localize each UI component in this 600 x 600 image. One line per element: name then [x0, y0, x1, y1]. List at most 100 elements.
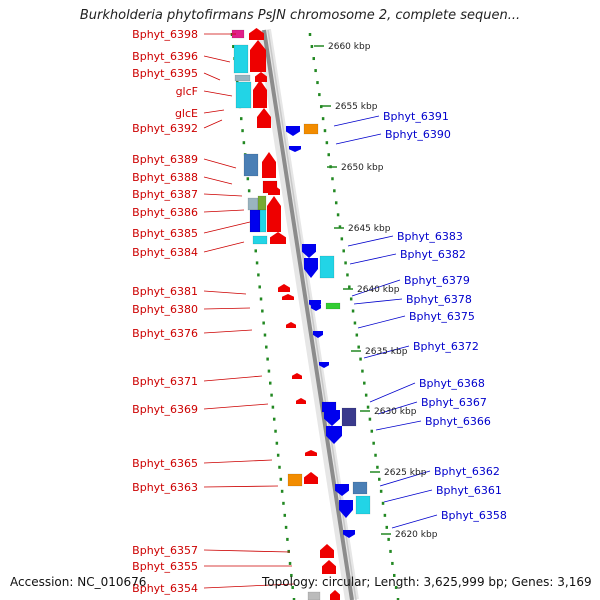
- gene-label-left[interactable]: Bphyt_6365: [132, 457, 198, 470]
- leader-left: [203, 549, 291, 553]
- feature-arrow[interactable]: [262, 152, 276, 178]
- gene-features[interactable]: [231, 28, 371, 600]
- feature-arrow[interactable]: [268, 185, 280, 195]
- feature-6371[interactable]: [292, 373, 302, 379]
- feature-6391b[interactable]: [303, 123, 319, 135]
- feature-6383[interactable]: [302, 244, 316, 258]
- feature-arrow[interactable]: [304, 472, 318, 484]
- gene-label-right[interactable]: Bphyt_6366: [425, 415, 491, 428]
- feature-6385b[interactable]: [259, 209, 267, 233]
- gene-label-right[interactable]: Bphyt_6379: [404, 274, 470, 287]
- feature-6386[interactable]: [247, 197, 259, 211]
- gene-label-right[interactable]: Bphyt_6358: [441, 509, 507, 522]
- feature-6375[interactable]: [313, 331, 323, 338]
- leader-right: [349, 253, 397, 265]
- feature-6378b[interactable]: [325, 302, 341, 310]
- feature-6386b[interactable]: [257, 195, 267, 211]
- gene-label-left[interactable]: Bphyt_6389: [132, 153, 198, 166]
- feature-6384[interactable]: [252, 235, 268, 245]
- leader-left: [203, 290, 247, 295]
- gene-label-right[interactable]: Bphyt_6383: [397, 230, 463, 243]
- feature-arrow[interactable]: [330, 590, 340, 600]
- gene-label-right[interactable]: Bphyt_6382: [400, 248, 466, 261]
- leader-right: [391, 514, 438, 529]
- leader-right: [363, 345, 410, 359]
- feature-arrow[interactable]: [250, 40, 266, 72]
- feature-6376[interactable]: [286, 322, 296, 328]
- gene-label-left[interactable]: Bphyt_6396: [132, 50, 198, 63]
- feature-6361b[interactable]: [355, 495, 371, 515]
- leader-right: [353, 298, 403, 305]
- gene-label-left[interactable]: Bphyt_6357: [132, 544, 198, 557]
- gene-label-left[interactable]: Bphyt_6384: [132, 246, 198, 259]
- gene-label-right[interactable]: Bphyt_6362: [434, 465, 500, 478]
- feature-6367[interactable]: [341, 407, 357, 427]
- leader-left: [203, 109, 225, 114]
- feature-6372[interactable]: [319, 362, 329, 368]
- feature-glcF[interactable]: [235, 81, 252, 109]
- feature-6355[interactable]: [322, 560, 336, 574]
- gene-label-right[interactable]: Bphyt_6375: [409, 310, 475, 323]
- gene-label-left[interactable]: Bphyt_6395: [132, 67, 198, 80]
- gene-labels[interactable]: Bphyt_6398 Bphyt_6396 Bphyt_6395 glcF glcE Bp…: [132, 28, 507, 595]
- feature-6369[interactable]: [296, 398, 306, 404]
- gene-label-left[interactable]: Bphyt_6355: [132, 560, 198, 573]
- feature-6366[interactable]: [326, 426, 342, 444]
- gene-label-left[interactable]: Bphyt_6398: [132, 28, 198, 41]
- feature-arrow[interactable]: [267, 196, 281, 232]
- gene-label-right[interactable]: Bphyt_6361: [436, 484, 502, 497]
- leader-right: [379, 470, 431, 487]
- feature-6389[interactable]: [243, 153, 259, 177]
- gene-label-left[interactable]: Bphyt_6371: [132, 375, 198, 388]
- gene-label-left[interactable]: Bphyt_6369: [132, 403, 198, 416]
- gene-label-left[interactable]: Bphyt_6392: [132, 122, 198, 135]
- gene-label-left[interactable]: Bphyt_6388: [132, 171, 198, 184]
- feature-6354[interactable]: [307, 591, 321, 600]
- feature-arrow[interactable]: [249, 28, 264, 40]
- leader-left: [203, 72, 221, 81]
- feature-6395[interactable]: [234, 74, 251, 82]
- feature-6358[interactable]: [343, 530, 355, 538]
- gene-label-left[interactable]: Bphyt_6354: [132, 582, 198, 595]
- feature-6365[interactable]: [305, 450, 317, 456]
- feature-6390[interactable]: [289, 146, 301, 152]
- leader-left: [203, 241, 245, 253]
- gene-label-right[interactable]: Bphyt_6367: [421, 396, 487, 409]
- gene-label-left[interactable]: Bphyt_6386: [132, 206, 198, 219]
- gene-label-left[interactable]: Bphyt_6385: [132, 227, 198, 240]
- gene-label-right[interactable]: Bphyt_6368: [419, 377, 485, 390]
- feature-6381[interactable]: [278, 284, 290, 292]
- gene-label-right[interactable]: Bphyt_6378: [406, 293, 472, 306]
- gene-label-left[interactable]: Bphyt_6376: [132, 327, 198, 340]
- gene-label-right[interactable]: Bphyt_6390: [385, 128, 451, 141]
- leader-right: [335, 133, 382, 145]
- feature-6363[interactable]: [287, 473, 303, 487]
- feature-6378[interactable]: [311, 305, 321, 311]
- feature-6361[interactable]: [339, 500, 353, 518]
- feature-6396[interactable]: [233, 44, 249, 74]
- gene-label-left[interactable]: Bphyt_6363: [132, 481, 198, 494]
- gene-label-left[interactable]: Bphyt_6387: [132, 188, 198, 201]
- feature-arrow[interactable]: [270, 232, 286, 244]
- feature-arrow[interactable]: [255, 72, 267, 82]
- feature-6362[interactable]: [335, 484, 349, 496]
- gene-label-left[interactable]: glcF: [176, 85, 198, 98]
- feature-6362b[interactable]: [352, 481, 368, 495]
- feature-6382[interactable]: [304, 258, 318, 278]
- feature-6367b[interactable]: [324, 410, 340, 426]
- topology-info: Topology: circular; Length: 3,625,999 bp…: [262, 575, 592, 589]
- feature-6391[interactable]: [286, 126, 300, 136]
- feature-6380[interactable]: [282, 294, 294, 300]
- feature-6357[interactable]: [320, 544, 334, 558]
- gene-label-right[interactable]: Bphyt_6391: [383, 110, 449, 123]
- feature-6385[interactable]: [249, 209, 261, 233]
- leader-left: [203, 158, 237, 169]
- gene-label-right[interactable]: Bphyt_6372: [413, 340, 479, 353]
- feature-arrow[interactable]: [253, 80, 267, 108]
- gene-label-left[interactable]: glcE: [175, 107, 198, 120]
- gene-label-left[interactable]: Bphyt_6381: [132, 285, 198, 298]
- feature-glcE[interactable]: [257, 108, 271, 128]
- gene-label-left[interactable]: Bphyt_6380: [132, 303, 198, 316]
- feature-6382b[interactable]: [319, 255, 335, 279]
